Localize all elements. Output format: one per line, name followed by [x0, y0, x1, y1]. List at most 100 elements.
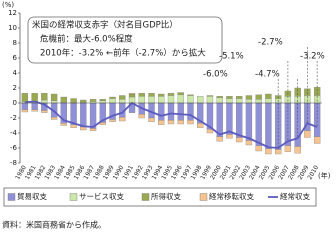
- bar-segment: [275, 149, 282, 155]
- box-line: 2010年：-3.2% ←前年（-2.7%）から拡大: [40, 48, 206, 59]
- bar-segment: [167, 120, 175, 125]
- bar-segment: [21, 102, 29, 110]
- bar-segment: [31, 109, 38, 112]
- bar-segment: [255, 102, 262, 146]
- bar-segment: [216, 96, 223, 98]
- bar-segment: [226, 96, 233, 99]
- y-tick-label: 2: [13, 84, 17, 92]
- bar-segment: [255, 145, 262, 152]
- bar-segment: [109, 98, 116, 104]
- bar-segment: [21, 93, 29, 102]
- bar-segment: [177, 94, 184, 104]
- bar-segment: [197, 96, 204, 104]
- legend-label: 経常収支: [280, 191, 310, 201]
- bar-segment: [148, 117, 155, 122]
- bar-segment: [60, 123, 67, 126]
- bar-segment: [206, 129, 214, 134]
- box-line: 米国の経常収支赤字（対名目GDP比）: [32, 20, 178, 31]
- bar-segment: [80, 99, 87, 103]
- bar-segment: [177, 120, 184, 125]
- bar-segment: [177, 102, 184, 121]
- legend-swatch: [199, 193, 208, 201]
- x-axis-label: (年): [318, 171, 331, 180]
- annotation: -6.0%: [203, 70, 228, 80]
- legend-swatch: [7, 193, 16, 201]
- bar-segment: [236, 96, 243, 99]
- bar-segment: [245, 95, 253, 100]
- bar-segment: [119, 99, 126, 104]
- bar-segment: [304, 88, 311, 96]
- bar-segment: [50, 100, 58, 104]
- bar-segment: [304, 130, 311, 138]
- bar-segment: [109, 96, 116, 99]
- bar-segment: [236, 137, 243, 143]
- bar-segment: [128, 93, 136, 98]
- text-box: [27, 16, 223, 64]
- legend-label: 貿易収支: [17, 191, 47, 201]
- y-tick-label: 6: [13, 54, 18, 62]
- annotation: -5.1%: [219, 52, 244, 62]
- annotation: -2.7%: [258, 38, 283, 48]
- bar-segment: [70, 98, 77, 104]
- bar-segment: [70, 102, 77, 125]
- legend-label: 経常移転収支: [209, 191, 254, 201]
- bar-segment: [119, 95, 126, 100]
- bar-segment: [187, 95, 194, 104]
- bar-segment: [216, 136, 223, 142]
- bar-segment: [177, 92, 184, 95]
- bar-segment: [80, 126, 87, 131]
- y-tick-label: 4: [13, 69, 18, 77]
- bar-segment: [187, 94, 194, 96]
- bar-segment: [41, 110, 48, 113]
- bar-segment: [255, 99, 262, 104]
- y-tick-label: -2: [10, 114, 17, 122]
- annotation: -3.2%: [300, 52, 325, 62]
- bar-segment: [148, 93, 155, 97]
- bar-segment: [158, 93, 165, 97]
- y-tick-label: 12: [8, 9, 17, 17]
- bar-segment: [119, 117, 126, 122]
- legend-swatch: [69, 193, 78, 201]
- bar-segment: [148, 96, 155, 104]
- line-series: [24, 100, 318, 149]
- legend-swatch: [141, 193, 150, 201]
- bar-segment: [99, 99, 106, 101]
- chart: (%) (年) 米国の経常収支赤字（対名目GDP比） 危機前：最大-6.0%程度…: [2, 1, 331, 230]
- bar-segment: [226, 134, 233, 139]
- bar-segment: [313, 136, 321, 144]
- bar-segment: [138, 93, 145, 97]
- bar-segment: [245, 99, 253, 104]
- bar-segment: [216, 102, 223, 137]
- bar-segment: [158, 102, 165, 121]
- y-axis-label: (%): [2, 1, 14, 9]
- legend: [3, 187, 317, 207]
- bar-segment: [89, 128, 97, 131]
- bar-segment: [21, 109, 29, 113]
- bar-segment: [167, 95, 175, 104]
- bar-segment: [138, 96, 145, 104]
- bar-segment: [206, 95, 214, 97]
- y-tick-label: -8: [10, 159, 17, 167]
- y-tick-label: -6: [10, 144, 18, 152]
- y-tick-label: -4: [10, 129, 18, 137]
- bar-segment: [236, 98, 243, 104]
- bar-segment: [31, 102, 38, 110]
- bar-segment: [265, 98, 272, 104]
- bar-segment: [70, 124, 77, 128]
- bar-segment: [236, 102, 243, 138]
- bar-segment: [50, 117, 58, 120]
- bar-segment: [50, 93, 58, 101]
- bar-segment: [60, 96, 67, 103]
- bar-segment: [187, 120, 194, 125]
- annotation: -4.7%: [255, 70, 280, 80]
- bar-segment: [31, 93, 38, 102]
- bar-segment: [216, 97, 223, 104]
- bar-segment: [41, 99, 48, 104]
- legend-label: サービス収支: [79, 191, 124, 201]
- bar-segment: [294, 87, 301, 97]
- bar-segment: [265, 93, 272, 99]
- bar-segment: [255, 94, 262, 100]
- bar-segment: [294, 146, 301, 154]
- bar-segment: [89, 99, 97, 102]
- box-line: 危機前：最大-6.0%程度: [40, 34, 133, 45]
